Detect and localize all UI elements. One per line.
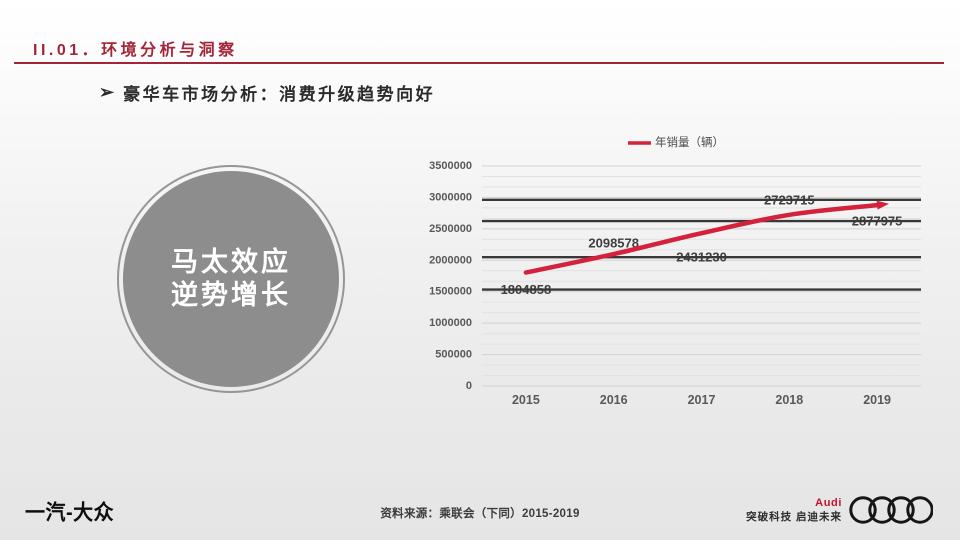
y-tick-label: 2500000 bbox=[429, 223, 472, 235]
y-tick-label: 0 bbox=[466, 380, 472, 392]
y-tick-label: 500000 bbox=[435, 349, 472, 361]
y-tick-label: 2000000 bbox=[429, 254, 472, 266]
slide-subtitle-row: ➢ 豪华车市场分析：消费升级趋势向好 bbox=[99, 80, 435, 105]
x-tick-label: 2016 bbox=[600, 393, 628, 407]
x-tick-label: 2018 bbox=[775, 393, 803, 407]
chart-major-gridlines bbox=[482, 165, 921, 387]
chart-svg: 0 500000 1000000 1500000 2000000 2500000 30000… bbox=[429, 135, 921, 407]
annual-sales-line-chart: 0 500000 1000000 1500000 2000000 2500000 30000… bbox=[425, 126, 937, 426]
chart-legend: 年销量（辆） bbox=[628, 135, 724, 149]
badge-text-line2: 逆势增长 bbox=[171, 280, 291, 310]
chart-x-axis-labels: 2015 2016 2017 2018 2019 bbox=[512, 393, 891, 407]
sales-trend-line bbox=[523, 202, 880, 275]
matthew-effect-badge-fill: 马太效应 逆势增长 bbox=[123, 171, 339, 387]
faw-vw-logo: 一汽-大众 bbox=[25, 501, 115, 525]
x-tick-label: 2015 bbox=[512, 393, 540, 407]
bullet-arrow-icon: ➢ bbox=[99, 82, 115, 102]
title-divider bbox=[14, 62, 944, 64]
slide-subtitle: 豪华车市场分析：消费升级趋势向好 bbox=[123, 85, 436, 104]
chart-minor-gridlines bbox=[482, 175, 921, 377]
chart-series-line bbox=[523, 200, 890, 275]
page-title: II.01．环境分析与洞察 bbox=[33, 42, 238, 59]
audi-text-block: Audi 突破科技 启迪未来 bbox=[746, 496, 842, 523]
audi-wordmark: Audi bbox=[815, 496, 842, 509]
badge-text-line1: 马太效应 bbox=[171, 247, 291, 277]
data-point-label: 2098578 bbox=[588, 236, 639, 251]
audi-rings-icon bbox=[849, 496, 933, 524]
audi-slogan: 突破科技 启迪未来 bbox=[746, 510, 842, 523]
trend-arrow-head bbox=[876, 200, 890, 210]
y-tick-label: 3000000 bbox=[429, 191, 472, 203]
audi-brand-block: Audi 突破科技 启迪未来 bbox=[746, 491, 933, 529]
x-tick-label: 2017 bbox=[688, 393, 716, 407]
y-tick-label: 3500000 bbox=[429, 160, 472, 172]
chart-y-axis-labels: 0 500000 1000000 1500000 2000000 2500000 30000… bbox=[429, 160, 472, 392]
y-tick-label: 1500000 bbox=[429, 286, 472, 298]
legend-label: 年销量（辆） bbox=[655, 135, 724, 149]
matthew-effect-badge: 马太效应 逆势增长 bbox=[117, 165, 345, 393]
x-tick-label: 2019 bbox=[863, 393, 891, 407]
source-note: 资料来源：乘联会（下同）2015-2019 bbox=[380, 508, 580, 520]
chart-strike-lines bbox=[482, 198, 921, 291]
y-tick-label: 1000000 bbox=[429, 317, 472, 329]
